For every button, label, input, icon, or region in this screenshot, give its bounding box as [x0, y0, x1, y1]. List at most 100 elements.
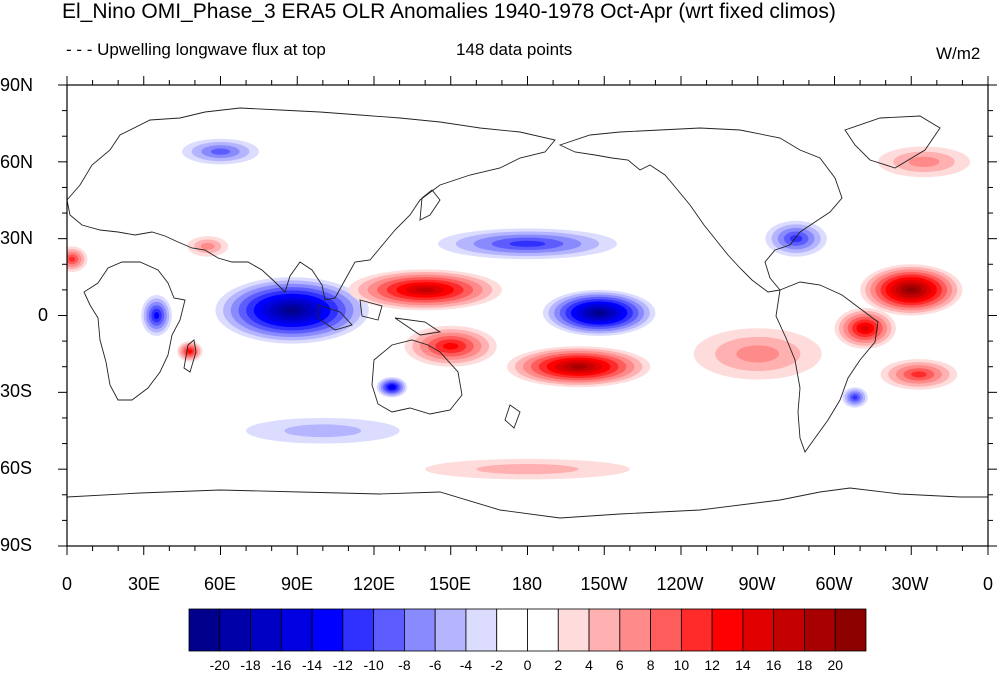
anomaly-feature-8-level-3 — [736, 345, 780, 363]
coastline-south-america — [775, 281, 879, 453]
colorbar-label-17: 14 — [735, 657, 751, 673]
variable-note: - - - Upwelling longwave flux at top — [66, 40, 326, 59]
lon-label-60w: 60W — [815, 574, 853, 594]
colorbar-label-5: -10 — [364, 657, 384, 673]
colorbar-box-2 — [250, 608, 282, 652]
anomaly-feature-14-level-6 — [187, 349, 192, 354]
lon-label-150e: 150E — [428, 574, 472, 594]
lat-label-eq: 0 — [38, 305, 49, 325]
coastline-eurasia — [67, 107, 556, 301]
anomaly-feature-2-level-8 — [415, 287, 435, 293]
lon-label-30e: 30E — [127, 574, 161, 594]
coastline-greenland — [844, 115, 941, 169]
colorbar-label-9: -2 — [491, 657, 504, 673]
colorbar-box-19 — [773, 608, 805, 652]
anomaly-feature-6-level-7 — [860, 325, 870, 332]
colorbar-box-21 — [834, 608, 867, 652]
colorbar-box-4 — [311, 608, 344, 652]
lat-label-90s: 90S — [0, 535, 33, 555]
coastline-new-zealand — [504, 404, 521, 429]
coastline-africa — [83, 261, 186, 401]
colorbar-label-13: 6 — [616, 657, 624, 673]
anomaly-feature-11-level-6 — [153, 312, 160, 319]
colorbar-label-12: 4 — [585, 657, 593, 673]
units-label: W/m2 — [936, 44, 981, 63]
colorbar-label-14: 8 — [647, 657, 655, 673]
coastline-maritime — [317, 299, 442, 336]
colorbar-label-19: 18 — [797, 657, 813, 673]
colorbar-box-10 — [496, 608, 528, 652]
lat-label-90n: 90N — [0, 75, 34, 95]
colorbar-box-7 — [404, 608, 436, 652]
coastline-japan — [419, 189, 441, 221]
lon-label-120w: 120W — [656, 574, 704, 594]
colorbar-label-10: 0 — [524, 657, 532, 673]
colorbar-box-14 — [619, 608, 651, 652]
colorbar-box-12 — [557, 608, 590, 652]
colorbar-label-4: -12 — [333, 657, 353, 673]
colorbar-box-8 — [434, 608, 467, 652]
axis-ticks — [58, 76, 997, 555]
anomaly-feature-18-level-3 — [908, 156, 940, 167]
anomaly-feature-1-level-10 — [593, 310, 605, 316]
lon-label-0: 0 — [61, 574, 73, 594]
colorbar-box-15 — [650, 608, 682, 652]
colorbar-box-6 — [373, 608, 405, 652]
lon-label-90w: 90W — [738, 574, 776, 594]
anomaly-feature-5-level-10 — [906, 287, 917, 293]
colorbar-box-16 — [680, 608, 713, 652]
colorbar-label-6: -8 — [398, 657, 411, 673]
anomaly-feature-0-level-10 — [284, 307, 300, 314]
lat-label-30s: 30S — [0, 381, 33, 401]
colorbar-label-3: -14 — [302, 657, 322, 673]
lat-label-60s: 60S — [0, 458, 33, 478]
colorbar-box-1 — [219, 608, 251, 652]
colorbar-box-13 — [588, 608, 621, 652]
map-title: El_Nino OMI_Phase_3 ERA5 OLR Anomalies 1… — [62, 0, 836, 23]
colorbar-box-17 — [711, 608, 744, 652]
colorbar-label-7: -6 — [429, 657, 442, 673]
lat-label-60n: 60N — [0, 152, 34, 172]
colorbar-box-20 — [804, 608, 836, 652]
anomaly-feature-16-level-3 — [200, 242, 215, 250]
colorbar-labels: -20 -18 -16 -14 -12 -10 -8 -6 -4 -2 0 2 4 6 8 10 12 14 16 1… — [210, 657, 844, 673]
coastline-antarctica — [67, 487, 988, 519]
anomaly-shading — [67, 138, 971, 480]
anomaly-feature-17-level-4 — [210, 148, 231, 155]
anomaly-feature-4-level-6 — [443, 342, 459, 350]
colorbar-label-11: 2 — [554, 657, 562, 673]
colorbar-label-1: -18 — [240, 657, 260, 673]
lon-label-90e: 90E — [280, 574, 314, 594]
colorbar-label-0: -20 — [210, 657, 230, 673]
anomaly-feature-13-level-5 — [852, 395, 858, 400]
colorbar-label-15: 10 — [674, 657, 690, 673]
lon-label-180: 180 — [511, 574, 543, 594]
coastline-australia — [371, 339, 463, 415]
coastline-north-america — [558, 127, 843, 293]
colorbar-box-18 — [742, 608, 775, 652]
anomaly-feature-9-level-5 — [509, 240, 546, 247]
lon-label-360: 0 — [982, 574, 994, 594]
anomaly-feature-19-level-2 — [284, 424, 362, 438]
colorbar-box-0 — [188, 608, 221, 652]
colorbar-label-2: -16 — [271, 657, 291, 673]
colorbar-label-16: 12 — [704, 657, 720, 673]
anomaly-feature-3-level-9 — [570, 364, 587, 369]
lon-label-120e: 120E — [352, 574, 396, 594]
anomaly-feature-12-level-7 — [389, 385, 395, 389]
anomaly-feature-15-level-5 — [69, 256, 76, 262]
colorbar-box-9 — [465, 608, 498, 652]
lon-label-60e: 60E — [203, 574, 237, 594]
colorbar-box-3 — [280, 608, 313, 652]
colorbar-label-8: -4 — [460, 657, 473, 673]
colorbar-label-20: 20 — [827, 657, 843, 673]
data-points-note: 148 data points — [456, 40, 573, 59]
colorbar-box-11 — [527, 608, 559, 652]
lat-label-30n: 30N — [0, 228, 34, 248]
coastlines — [67, 107, 988, 519]
coastline-madagascar — [183, 339, 197, 373]
colorbar-box-5 — [342, 608, 375, 652]
colorbar-boxes — [188, 608, 867, 652]
